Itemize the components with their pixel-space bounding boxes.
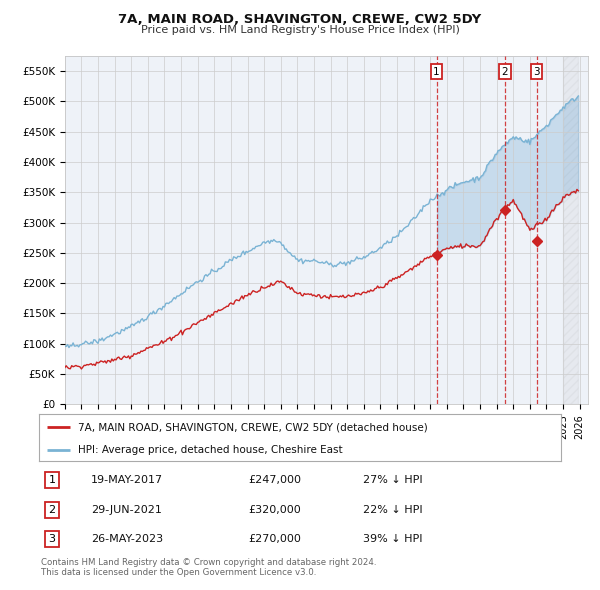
Text: £270,000: £270,000 [248, 535, 301, 544]
Text: £320,000: £320,000 [248, 505, 301, 514]
Text: 7A, MAIN ROAD, SHAVINGTON, CREWE, CW2 5DY: 7A, MAIN ROAD, SHAVINGTON, CREWE, CW2 5D… [118, 13, 482, 26]
Text: 1: 1 [49, 476, 56, 485]
Text: 3: 3 [49, 535, 56, 544]
Text: HPI: Average price, detached house, Cheshire East: HPI: Average price, detached house, Ches… [78, 445, 343, 454]
Text: Contains HM Land Registry data © Crown copyright and database right 2024.
This d: Contains HM Land Registry data © Crown c… [41, 558, 376, 577]
Text: 2: 2 [49, 505, 56, 514]
Text: 39% ↓ HPI: 39% ↓ HPI [362, 535, 422, 544]
Text: 26-MAY-2023: 26-MAY-2023 [91, 535, 163, 544]
Text: £247,000: £247,000 [248, 476, 301, 485]
Text: Price paid vs. HM Land Registry's House Price Index (HPI): Price paid vs. HM Land Registry's House … [140, 25, 460, 35]
Text: 19-MAY-2017: 19-MAY-2017 [91, 476, 163, 485]
Text: 22% ↓ HPI: 22% ↓ HPI [362, 505, 422, 514]
Text: 29-JUN-2021: 29-JUN-2021 [91, 505, 162, 514]
Text: 27% ↓ HPI: 27% ↓ HPI [362, 476, 422, 485]
Text: 3: 3 [533, 67, 540, 77]
Text: 1: 1 [433, 67, 440, 77]
Text: 7A, MAIN ROAD, SHAVINGTON, CREWE, CW2 5DY (detached house): 7A, MAIN ROAD, SHAVINGTON, CREWE, CW2 5D… [78, 422, 428, 432]
Text: 2: 2 [502, 67, 508, 77]
